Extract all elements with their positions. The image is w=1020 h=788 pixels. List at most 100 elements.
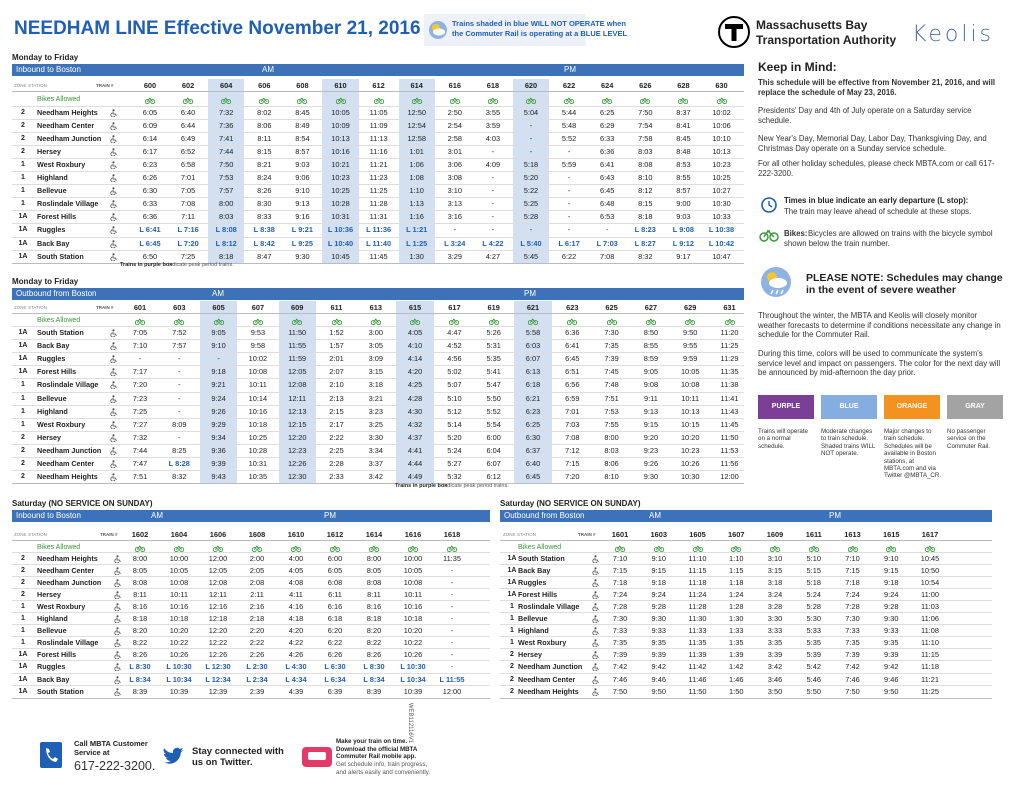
station: Needham Heights [37, 108, 98, 117]
time: 2:28 [329, 459, 344, 468]
station: Hersey [37, 147, 61, 157]
paragraph: New Year's Day, Memorial Day, Labor Day,… [758, 134, 987, 153]
zone: 1 [510, 615, 514, 623]
time: 4:16 [288, 602, 304, 612]
station: Needham Junction [518, 662, 583, 672]
direction: Inbound to Boston [16, 511, 81, 520]
time: 3:50 [767, 686, 783, 696]
time: 2:00 [249, 554, 265, 563]
time: 3:34 [368, 445, 383, 455]
notice-box: Trains shaded in blue WILL NOT OPERATE w… [424, 14, 627, 46]
bike-icon [525, 97, 537, 104]
time: 7:08 [180, 199, 196, 209]
zone: 1A [507, 591, 517, 599]
time: 8:16 [366, 602, 382, 612]
row-line [12, 106, 744, 107]
time: 8:18 [366, 614, 382, 624]
row-line [12, 660, 490, 662]
time: L 10:36 [327, 225, 354, 235]
time: 5:39 [806, 650, 821, 660]
time: 9:15 [651, 566, 666, 576]
accessible-icon [110, 187, 117, 196]
time: 11:25 [921, 686, 939, 696]
time: 11:10 [921, 638, 939, 648]
time: 5:32 [447, 472, 462, 482]
time: 1:30 [409, 251, 424, 261]
time: 10:05 [680, 367, 700, 377]
time: 8:18 [218, 251, 234, 261]
time: 10:31 [331, 212, 350, 222]
time: 2:08 [249, 578, 265, 588]
level-text: Moderate changes to train schedule. Shad… [821, 428, 876, 458]
time: L 9:12 [672, 238, 694, 248]
time: - [491, 212, 495, 222]
row-line [12, 145, 744, 147]
train-number: 603 [173, 303, 186, 312]
time: 1:13 [409, 199, 424, 209]
bike-icon [527, 318, 539, 325]
time: 10:11 [248, 380, 267, 390]
time: 6:18 [327, 614, 343, 624]
time: 10:33 [712, 212, 731, 222]
accessible-icon [592, 567, 599, 576]
time: 12:05 [287, 367, 307, 377]
header-line [12, 91, 744, 92]
station: Roslindale Village [37, 199, 99, 209]
time: 11:05 [369, 108, 388, 117]
time: 8:57 [295, 147, 310, 157]
time: 9:53 [250, 328, 266, 337]
accessible-icon [114, 627, 121, 636]
time: 9:06 [295, 173, 310, 183]
time: 8:03 [604, 445, 619, 455]
train-number: 1602 [131, 530, 149, 539]
time: 8:06 [604, 459, 619, 468]
bike-icon [769, 545, 781, 552]
time: - [178, 367, 181, 377]
time: 9:24 [884, 590, 899, 600]
time: 8:26 [257, 186, 272, 196]
time: - [567, 212, 571, 222]
bike-icon [678, 97, 689, 104]
time: L 10:40 [327, 238, 354, 248]
accessible-icon [110, 460, 117, 469]
time: 7:35 [604, 341, 619, 351]
time: L 10:30 [400, 662, 426, 672]
train-number: 624 [601, 81, 614, 90]
time: 2:33 [329, 472, 344, 482]
time: 4:11 [289, 590, 303, 600]
shaded-column [322, 79, 359, 263]
time: 9:39 [651, 650, 666, 660]
time: 11:23 [369, 173, 388, 183]
bikes-label: Bikes Allowed [518, 544, 562, 551]
time: 7:51 [132, 472, 148, 482]
time: 5:59 [561, 160, 577, 170]
zone: 1 [510, 627, 514, 635]
row-line [12, 119, 744, 121]
train-number: 1611 [805, 530, 822, 539]
row-line [12, 672, 490, 674]
time: 6:59 [565, 393, 580, 403]
time: - [138, 354, 142, 364]
time: 2:01 [329, 354, 344, 364]
bike-icon [134, 545, 146, 552]
time: 9:35 [651, 638, 666, 648]
bike-icon [290, 545, 302, 552]
row-line [12, 132, 744, 134]
time: 7:25 [132, 406, 148, 416]
train-number: 623 [566, 303, 579, 312]
time: 5:28 [806, 602, 821, 612]
time: 8:45 [295, 108, 310, 117]
time: 5:52 [561, 134, 577, 144]
train-number: 609 [291, 303, 304, 312]
station: Forest Hills [37, 367, 77, 377]
time: - [450, 614, 454, 624]
bike-icon [446, 545, 458, 552]
accessible-icon [114, 639, 121, 648]
time: 10:05 [403, 566, 423, 576]
time: 9:58 [250, 341, 266, 351]
time: 11:00 [921, 590, 939, 600]
time: 9:33 [884, 626, 899, 636]
pm-label: PM [829, 511, 841, 520]
accessible-icon [592, 663, 599, 672]
time: 11:28 [369, 199, 388, 209]
